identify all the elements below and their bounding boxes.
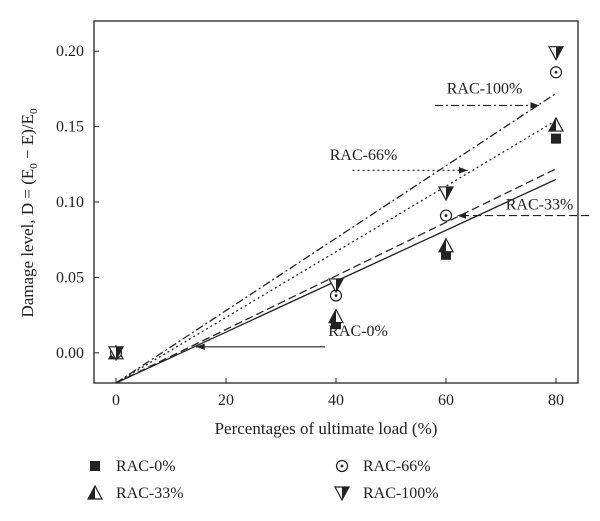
marker-square	[331, 319, 341, 330]
annotation-arrowhead	[459, 167, 468, 174]
legend-item: RAC-66%	[335, 458, 431, 475]
y-tick-label: 0.10	[56, 194, 84, 211]
marker-circle-dot	[334, 294, 338, 297]
annotation-label: RAC-33%	[506, 197, 574, 214]
annotations: RAC-0% RAC-33% RAC-66% RAC-100%	[195, 80, 589, 350]
data-point	[547, 116, 565, 132]
data-point	[551, 133, 561, 144]
marker-square	[551, 133, 561, 144]
data-point	[437, 186, 455, 202]
data-point	[331, 319, 341, 330]
data-point	[547, 46, 565, 61]
marker-circle-dot	[340, 464, 344, 468]
data-point	[549, 66, 563, 79]
y-tick-label: 0.00	[56, 345, 84, 362]
y-axis-label: Damage level, D = (E0 − E)/E0	[18, 108, 40, 318]
x-tick-label: 40	[328, 392, 344, 409]
legend: RAC-0% RAC-33% RAC-66% RAC-100%	[86, 458, 439, 502]
legend-label: RAC-0%	[116, 458, 176, 475]
data-points	[107, 46, 565, 362]
legend-label: RAC-33%	[116, 485, 184, 502]
data-point	[86, 484, 104, 500]
data-point	[335, 459, 349, 473]
marker-triangle-up-fill	[549, 118, 556, 132]
annotation-label: RAC-66%	[330, 147, 398, 164]
y-tick-label: 0.20	[56, 43, 84, 60]
legend-item: RAC-0%	[90, 458, 176, 475]
data-point	[439, 209, 453, 222]
marker-triangle-up-fill	[439, 238, 446, 252]
marker-triangle-down-fill	[116, 346, 123, 360]
annotation-label: RAC-100%	[447, 80, 523, 97]
data-point	[437, 237, 455, 253]
data-point	[333, 486, 351, 502]
y-tick-label: 0.05	[56, 269, 84, 286]
x-axis-label: Percentages of ultimate load (%)	[215, 419, 438, 438]
marker-triangle-up-fill	[329, 309, 336, 323]
x-tick-label: 80	[548, 392, 564, 409]
data-point	[327, 278, 345, 294]
legend-label: RAC-100%	[363, 485, 439, 502]
marker-triangle-up-fill	[88, 486, 95, 499]
data-point	[90, 461, 100, 471]
annotation-label: RAC-0%	[328, 323, 388, 340]
marker-triangle-down-fill	[556, 46, 563, 60]
x-tick-label: 0	[112, 392, 120, 409]
marker-triangle-down-fill	[342, 487, 349, 500]
data-point	[107, 346, 125, 362]
fit-line	[115, 168, 557, 384]
data-point	[441, 249, 451, 260]
annotation-arrowhead	[457, 212, 466, 219]
legend-item: RAC-100%	[333, 485, 439, 502]
x-tick-label: 60	[438, 392, 454, 409]
fit-line	[115, 119, 557, 384]
legend-label: RAC-66%	[363, 458, 431, 475]
data-point	[327, 308, 345, 324]
marker-triangle-down-fill	[336, 278, 343, 292]
x-tick-label: 20	[218, 392, 234, 409]
annotation-arrowhead	[530, 102, 540, 109]
marker-circle-dot	[554, 70, 558, 74]
y-tick-label: 0.15	[56, 119, 84, 136]
marker-square	[90, 461, 100, 471]
marker-triangle-down-fill	[446, 186, 453, 200]
annotation-arrowhead	[195, 343, 205, 350]
marker-square	[441, 249, 451, 260]
legend-item: RAC-33%	[86, 484, 184, 502]
marker-circle-dot	[444, 214, 448, 217]
fit-line	[115, 92, 557, 384]
axes: 0 20 40 60 80 0.00 0.05 0.10 0.15 0.20	[56, 20, 579, 409]
